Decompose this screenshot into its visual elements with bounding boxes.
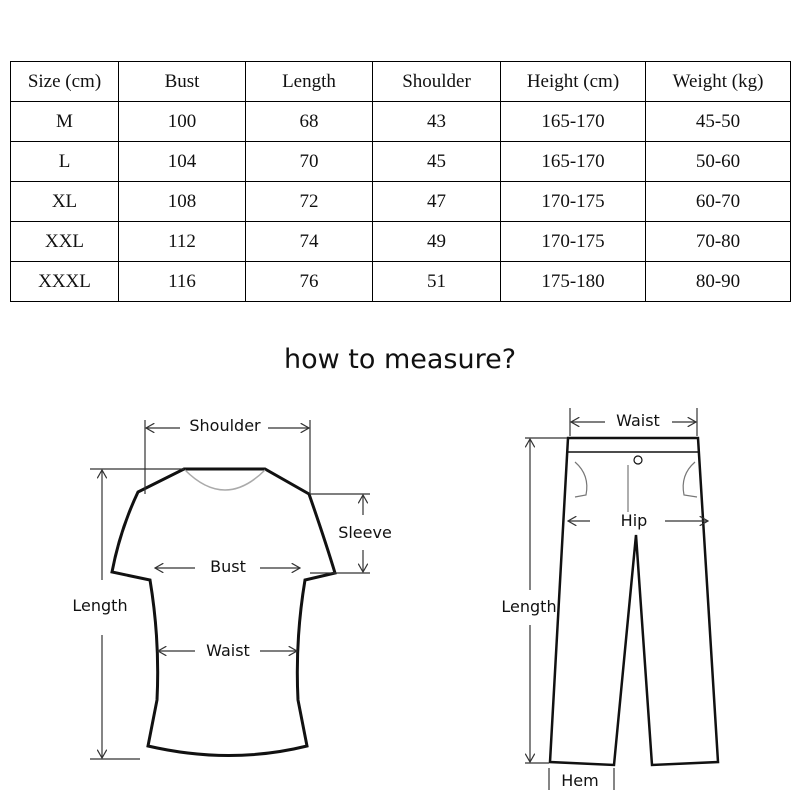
table-cell: 70-80 xyxy=(645,221,791,262)
column-header: Bust xyxy=(118,61,246,102)
pants-hip-label: Hip xyxy=(621,511,648,530)
table-cell: 45-50 xyxy=(645,101,791,142)
table-cell: 50-60 xyxy=(645,141,791,182)
table-cell: 76 xyxy=(245,261,373,302)
table-row: XXXL 116 76 51 175-180 80-90 xyxy=(10,261,791,302)
table-cell: 51 xyxy=(372,261,501,302)
table-cell: 60-70 xyxy=(645,181,791,222)
tshirt-diagram xyxy=(90,420,370,760)
table-cell: 112 xyxy=(118,221,246,262)
table-cell: XL xyxy=(10,181,119,222)
column-header: Weight (kg) xyxy=(645,61,791,102)
table-cell: 104 xyxy=(118,141,246,182)
pants-waist-label: Waist xyxy=(616,411,660,430)
pants-hem-label: Hem xyxy=(561,771,598,790)
how-to-measure-title: how to measure? xyxy=(283,344,517,375)
table-cell: 116 xyxy=(118,261,246,302)
table-cell: 165-170 xyxy=(500,101,646,142)
table-cell: 43 xyxy=(372,101,501,142)
table-cell: 68 xyxy=(245,101,373,142)
table-cell: 80-90 xyxy=(645,261,791,302)
table-cell: XXXL xyxy=(10,261,119,302)
shirt-length-label: Length xyxy=(72,596,127,615)
table-row: M 100 68 43 165-170 45-50 xyxy=(10,101,791,142)
table-header-row: Size (cm) Bust Length Shoulder Height (cm) We… xyxy=(10,61,791,102)
table-cell: 175-180 xyxy=(500,261,646,302)
shirt-waist-label: Waist xyxy=(206,641,250,660)
table-cell: 45 xyxy=(372,141,501,182)
shirt-shoulder-label: Shoulder xyxy=(189,416,261,435)
table-cell: 74 xyxy=(245,221,373,262)
table-cell: 165-170 xyxy=(500,141,646,182)
table-cell: 100 xyxy=(118,101,246,142)
pants-length-label: Length xyxy=(501,597,556,616)
shirt-sleeve-label: Sleeve xyxy=(338,523,392,542)
column-header: Size (cm) xyxy=(10,61,119,102)
table-cell: 170-175 xyxy=(500,221,646,262)
table-cell: 47 xyxy=(372,181,501,222)
shirt-bust-label: Bust xyxy=(210,557,246,576)
column-header: Shoulder xyxy=(372,61,501,102)
pants-diagram xyxy=(525,408,720,790)
size-chart-table: Size (cm) Bust Length Shoulder Height (cm) We… xyxy=(10,61,791,302)
table-cell: M xyxy=(10,101,119,142)
